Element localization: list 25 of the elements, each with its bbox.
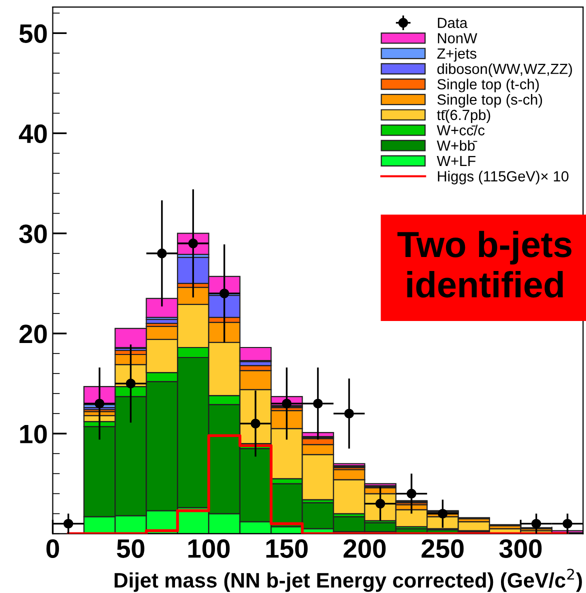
annotation: Two b-jets identified <box>397 230 572 298</box>
x-tick-label: 100 <box>188 539 230 558</box>
y-tick-label: 30 <box>19 224 47 244</box>
legend-label: NonW <box>438 33 478 44</box>
x-axis-title: Dijet mass (NN b-jet Energy corrected) (GeV/c$^{2}$) <box>114 568 582 592</box>
y-tick-label: 10 <box>20 424 47 444</box>
x-tick-label: 0 <box>46 539 59 558</box>
legend-label: Single top (t-ch) <box>437 78 539 92</box>
x-tick-label: 200 <box>344 539 386 558</box>
legend-label: W+cc̄/c <box>436 124 485 136</box>
legend-label: W+bb̄ <box>436 140 478 151</box>
legend-label: W+LF <box>436 156 476 166</box>
legend-label: Data <box>438 18 468 28</box>
legend-label: Z+jets <box>437 48 476 62</box>
x-tick-label: 250 <box>422 539 464 558</box>
y-tick-label: 40 <box>18 124 47 144</box>
legend-label: Single top (s-ch) <box>437 94 542 108</box>
x-tick-label: 150 <box>266 539 308 558</box>
legend-label: diboson(WW,WZ,ZZ) <box>437 63 572 77</box>
x-tick-label: 300 <box>499 539 542 558</box>
x-tick-label: 50 <box>116 539 144 558</box>
legend-label: Higgs (115GeV)× 10 <box>438 170 568 184</box>
y-tick-label: 50 <box>19 24 47 43</box>
y-tick-label: 20 <box>19 324 47 344</box>
legend-label: tt̄(6.7pb) <box>436 109 490 123</box>
